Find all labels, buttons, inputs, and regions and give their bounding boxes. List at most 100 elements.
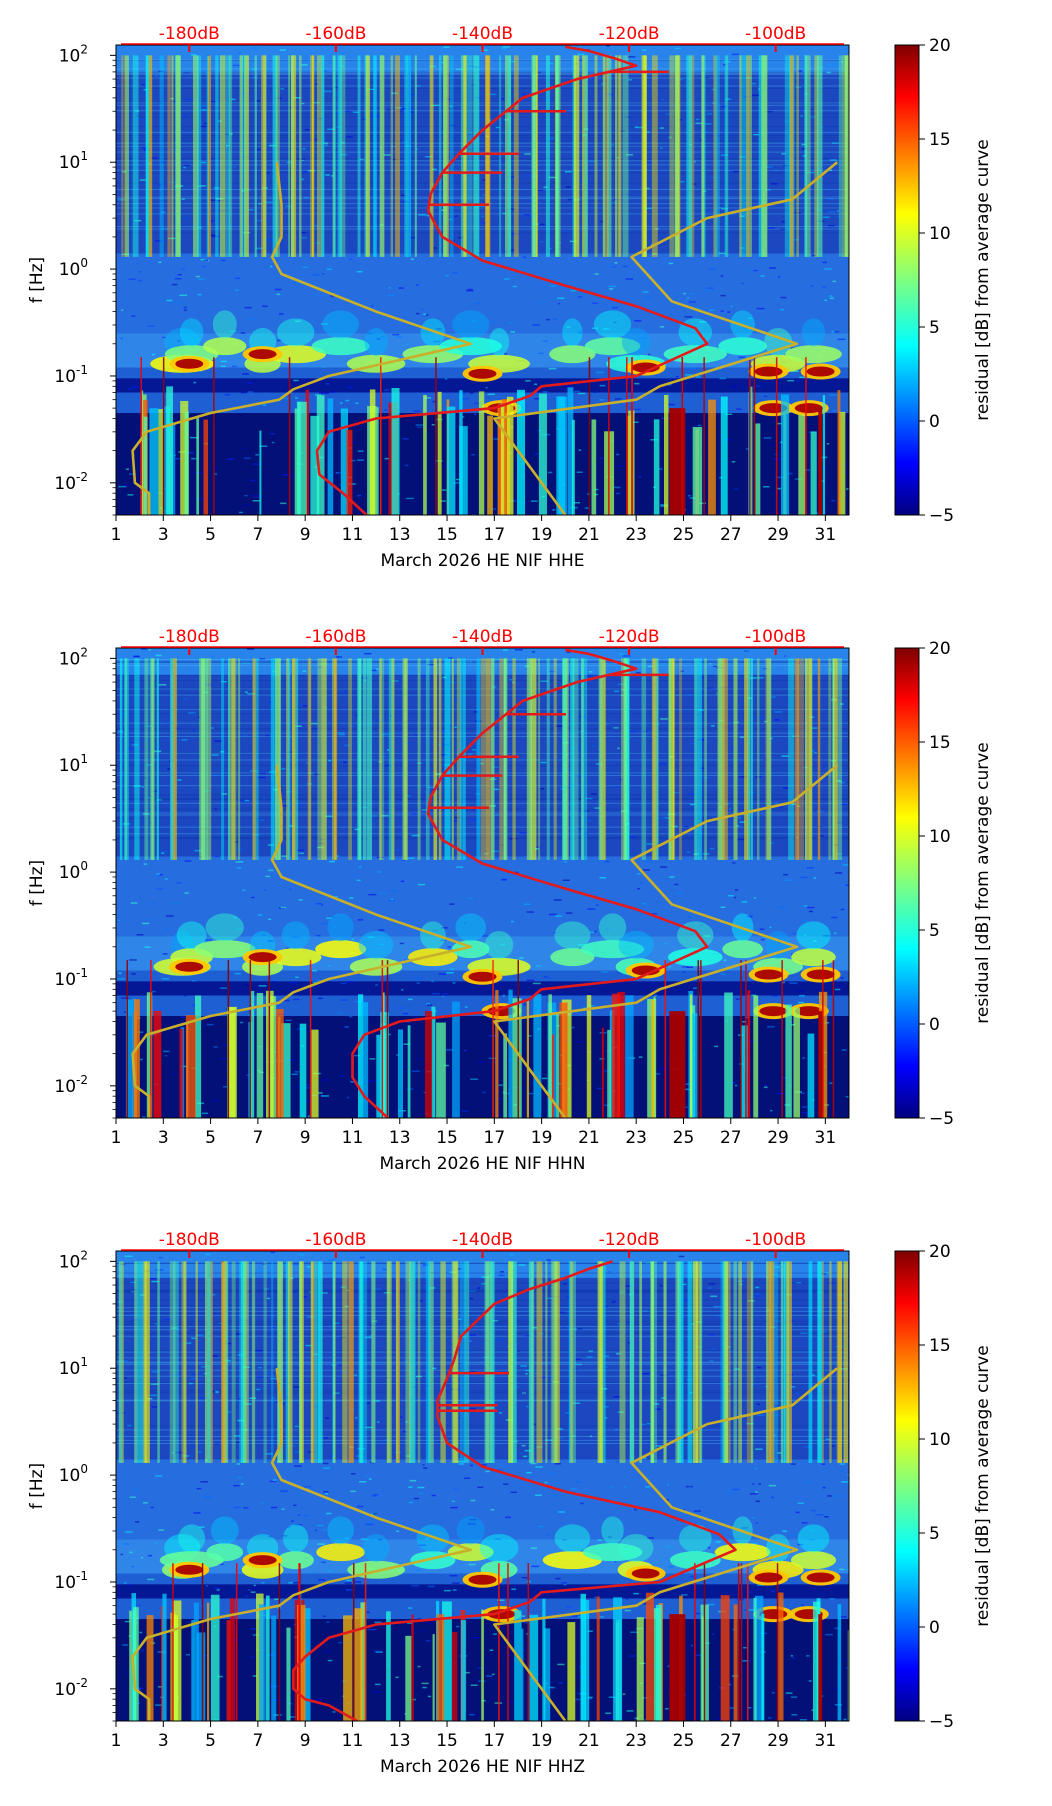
daily-streak xyxy=(624,658,629,860)
noise-speck xyxy=(747,1609,756,1611)
noise-speck xyxy=(547,1297,554,1300)
noise-speck xyxy=(140,1058,143,1061)
daily-streak xyxy=(747,55,750,257)
noise-speck xyxy=(835,853,842,855)
noise-speck xyxy=(164,661,173,663)
noise-speck xyxy=(714,1045,719,1048)
daily-streak xyxy=(444,658,451,860)
microseism-halo xyxy=(420,921,446,950)
lowfreq-streak xyxy=(807,1033,815,1118)
db-axis-label: -100dB xyxy=(745,24,806,44)
noise-speck xyxy=(709,847,715,850)
noise-speck xyxy=(592,302,598,304)
daily-streak xyxy=(263,1261,267,1463)
noise-speck xyxy=(408,1486,413,1488)
noise-speck xyxy=(752,82,756,85)
lowfreq-streak xyxy=(436,1614,445,1721)
x-axis-title: March 2026 HE NIF HHE xyxy=(380,551,584,571)
noise-speck xyxy=(400,880,405,883)
lowfreq-streak xyxy=(733,1604,738,1721)
line-artifact xyxy=(116,752,849,754)
daily-streak xyxy=(786,1261,792,1463)
noise-speck xyxy=(743,1647,747,1649)
noise-speck xyxy=(381,733,390,736)
noise-speck xyxy=(389,715,393,717)
noise-speck xyxy=(316,1524,324,1527)
lowfreq-streak xyxy=(452,1001,460,1118)
noise-speck xyxy=(727,895,734,897)
daily-streak xyxy=(808,658,813,860)
noise-speck xyxy=(755,1286,760,1289)
noise-speck xyxy=(312,981,318,984)
noise-speck xyxy=(293,1465,302,1467)
noise-speck xyxy=(244,984,248,986)
noise-speck xyxy=(822,935,831,937)
noise-speck xyxy=(835,215,841,218)
noise-speck xyxy=(452,1613,455,1615)
noise-speck xyxy=(261,914,264,916)
noise-speck xyxy=(526,911,535,913)
noise-speck xyxy=(543,186,548,188)
noise-speck xyxy=(458,1463,465,1465)
lowfreq-streak xyxy=(305,389,310,515)
noise-speck xyxy=(427,1004,433,1006)
noise-speck xyxy=(432,1367,437,1370)
event-needle xyxy=(664,960,667,1118)
noise-speck xyxy=(597,764,601,766)
noise-speck xyxy=(253,1584,256,1587)
noise-speck xyxy=(511,60,516,63)
noise-speck xyxy=(575,330,583,332)
noise-speck xyxy=(120,997,129,999)
noise-speck xyxy=(766,166,773,168)
daily-streak xyxy=(788,658,794,860)
noise-speck xyxy=(252,1634,260,1636)
noise-speck xyxy=(285,947,290,949)
noise-speck xyxy=(232,64,241,67)
daily-streak xyxy=(485,1261,492,1463)
noise-speck xyxy=(693,307,701,310)
daily-streak xyxy=(499,658,506,860)
noise-speck xyxy=(746,1659,751,1662)
noise-speck xyxy=(171,1452,174,1454)
line-artifact xyxy=(116,1325,849,1327)
line-artifact xyxy=(116,59,849,61)
noise-speck xyxy=(373,1494,379,1496)
noise-speck xyxy=(300,178,305,181)
noise-speck xyxy=(315,83,318,85)
noise-speck xyxy=(315,934,319,937)
daily-streak xyxy=(554,1261,560,1463)
noise-speck xyxy=(354,1374,358,1376)
noise-speck xyxy=(801,1522,808,1524)
line-artifact xyxy=(116,1299,849,1301)
lowfreq-streak xyxy=(481,1609,484,1721)
noise-speck xyxy=(804,469,810,471)
noise-speck xyxy=(764,759,769,761)
db-axis-label: -140dB xyxy=(452,1230,513,1250)
noise-speck xyxy=(129,1551,133,1554)
noise-speck xyxy=(442,995,445,998)
noise-speck xyxy=(461,1110,469,1112)
noise-speck xyxy=(411,1698,416,1701)
noise-speck xyxy=(250,1591,256,1593)
daily-streak xyxy=(597,1261,602,1463)
noise-speck xyxy=(519,1452,523,1454)
noise-speck xyxy=(376,668,379,670)
noise-speck xyxy=(729,808,732,810)
noise-speck xyxy=(599,399,604,401)
noise-speck xyxy=(134,1521,140,1523)
noise-speck xyxy=(801,1092,805,1094)
noise-speck xyxy=(288,1716,296,1718)
noise-speck xyxy=(346,1579,352,1582)
noise-speck xyxy=(535,1494,542,1496)
daily-streak xyxy=(701,55,705,257)
noise-speck xyxy=(712,1633,715,1635)
x-tick-label: 9 xyxy=(300,525,311,545)
noise-speck xyxy=(279,313,284,315)
noise-speck xyxy=(281,855,287,857)
lowfreq-streak xyxy=(228,1006,237,1118)
lowfreq-streak xyxy=(810,431,817,515)
noise-speck xyxy=(760,275,765,277)
daily-streak xyxy=(417,658,421,860)
noise-speck xyxy=(811,1509,816,1512)
daily-streak xyxy=(692,1261,698,1463)
